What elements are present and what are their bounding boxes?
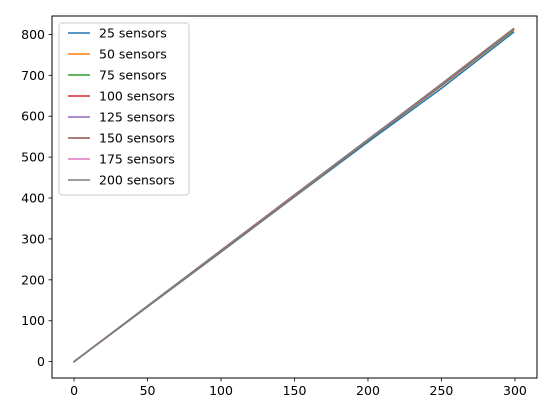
y-tick-label: 100 <box>21 313 45 328</box>
x-tick-label: 100 <box>209 383 233 398</box>
legend-label-0: 25 sensors <box>99 26 167 41</box>
legend-label-5: 150 sensors <box>99 131 175 146</box>
legend-label-3: 100 sensors <box>99 89 175 104</box>
y-tick-label: 600 <box>21 109 45 124</box>
legend-label-6: 175 sensors <box>99 152 175 167</box>
x-tick-label: 50 <box>140 383 156 398</box>
legend: 25 sensors 50 sensors 75 sensors 100 sensor… <box>58 22 190 196</box>
series-line-7 <box>72 28 515 363</box>
x-axis: 0 50 100 150 200 250 300 <box>70 378 527 398</box>
y-tick-label: 500 <box>21 150 45 165</box>
y-tick-label: 0 <box>37 354 45 369</box>
y-tick-label: 200 <box>21 272 45 287</box>
legend-label-2: 75 sensors <box>99 68 167 83</box>
x-tick-label: 250 <box>430 383 454 398</box>
y-tick-label: 800 <box>21 27 45 42</box>
x-tick-label: 300 <box>503 383 527 398</box>
legend-label-1: 50 sensors <box>99 47 167 62</box>
x-tick-label: 0 <box>70 383 78 398</box>
legend-label-7: 200 sensors <box>99 173 175 188</box>
y-tick-label: 700 <box>21 68 45 83</box>
legend-box <box>58 22 190 196</box>
x-tick-label: 150 <box>283 383 307 398</box>
y-tick-label: 300 <box>21 231 45 246</box>
series-layer <box>72 27 515 363</box>
y-tick-label: 400 <box>21 191 45 206</box>
x-tick-label: 200 <box>356 383 380 398</box>
legend-label-4: 125 sensors <box>99 110 175 125</box>
y-axis: 0 100 200 300 400 500 600 700 800 <box>21 27 52 369</box>
